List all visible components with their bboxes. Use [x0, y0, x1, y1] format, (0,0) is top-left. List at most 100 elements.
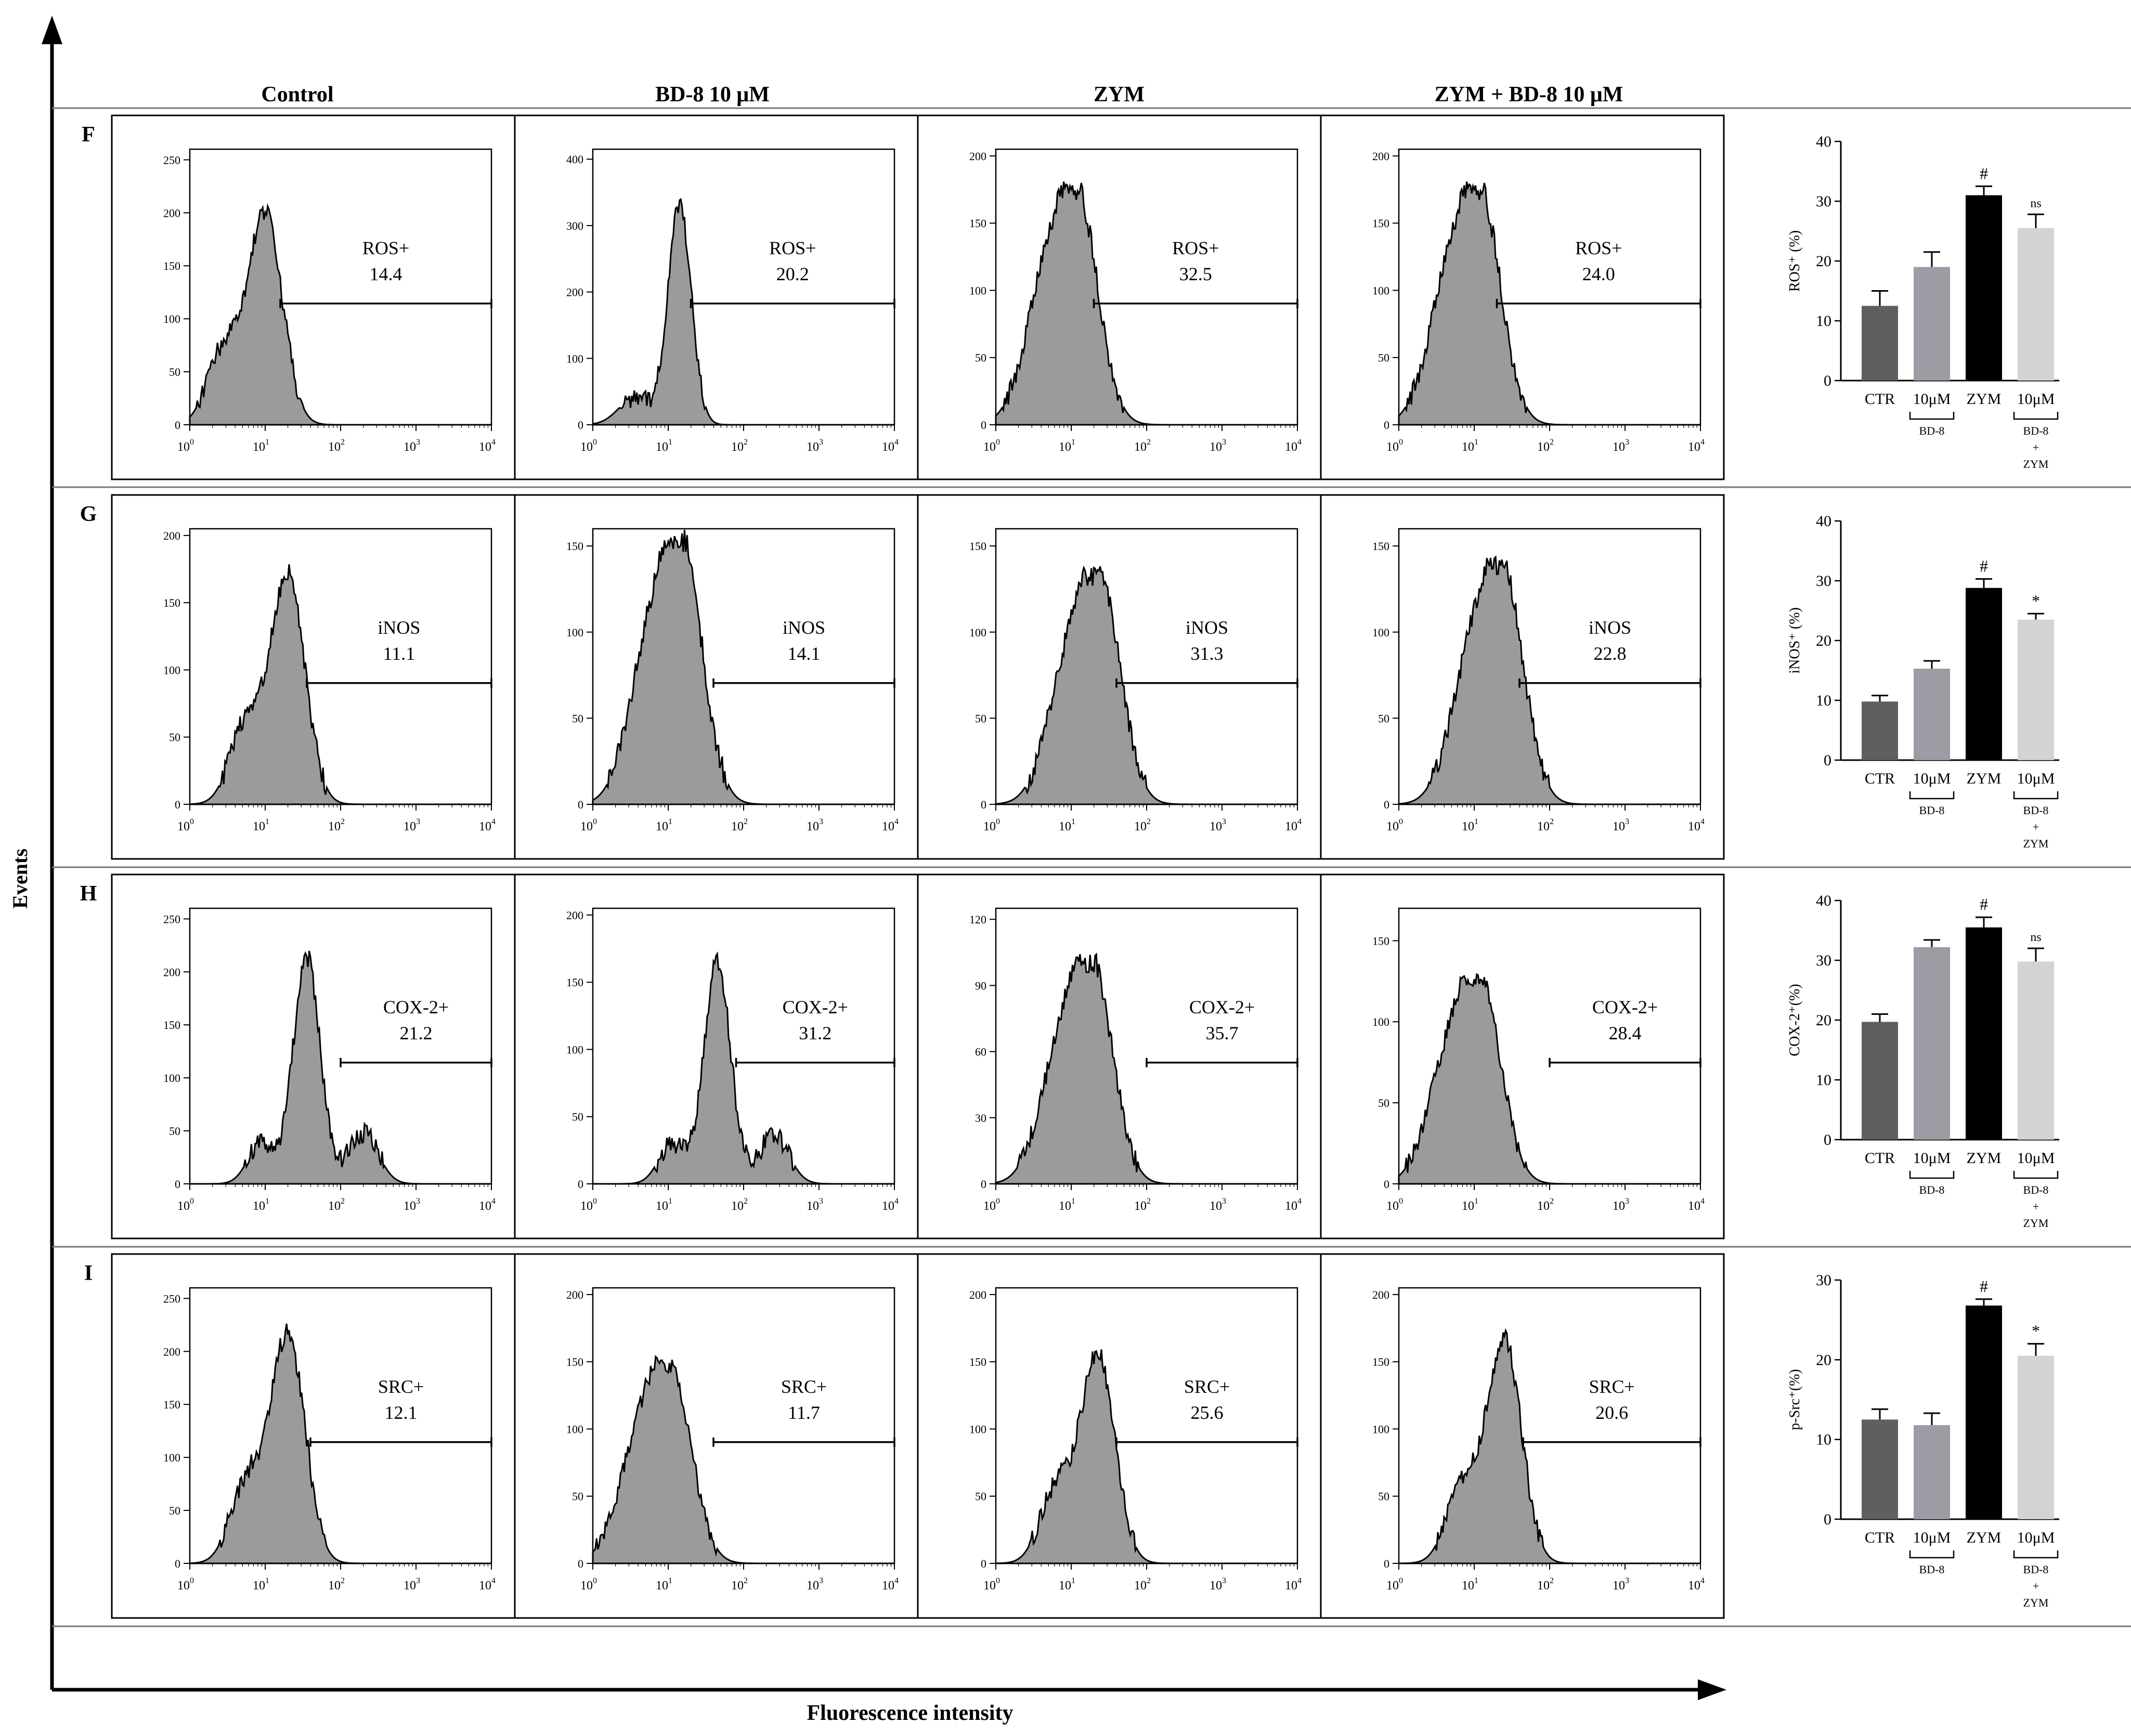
bar-y-tick-label: 10	[1816, 1072, 1831, 1089]
histogram-area	[995, 565, 1297, 805]
y-tick-label: 200	[163, 206, 180, 219]
y-tick-label: 100	[163, 312, 180, 325]
bar	[1914, 267, 1950, 381]
main-y-arrowhead	[42, 16, 62, 44]
bar-y-tick-label: 30	[1816, 193, 1831, 210]
bar-y-tick-label: 20	[1816, 632, 1831, 649]
x-tick-label: 101	[1059, 817, 1075, 833]
x-tick-label: 102	[731, 817, 748, 833]
x-tick-label: 102	[328, 1197, 345, 1213]
bar-y-tick-label: 10	[1816, 692, 1831, 709]
x-tick-label: 102	[1537, 1576, 1554, 1593]
x-tick-label: 103	[1210, 1197, 1226, 1213]
bar	[1862, 701, 1898, 760]
gate-label: iNOS	[378, 617, 420, 638]
x-tick-label: 103	[807, 1576, 823, 1593]
x-tick-label: 104	[882, 1576, 899, 1593]
histogram-G-1: 0 50 100 150 200 100 101 102 103 104 iNOS 11.1	[163, 528, 496, 833]
histogram-H-1: 0 50 100 150 200 250 100 101 102 103 104 COX-2+ 21.2	[163, 907, 496, 1213]
histogram-G-2: 0 50 100 150 100 101 102 103 104 iNOS 14.1	[566, 528, 899, 833]
y-tick-label: 100	[163, 1072, 180, 1085]
y-tick-label: 150	[163, 596, 180, 609]
x-tick-label: 100	[177, 1197, 194, 1213]
histogram-area	[1398, 1328, 1700, 1564]
x-tick-label: 103	[404, 1576, 420, 1593]
y-tick-label: 150	[1372, 217, 1389, 230]
histogram-area	[592, 1355, 894, 1564]
gate-value: 11.7	[788, 1402, 820, 1423]
group-label: BD-8	[1919, 1563, 1945, 1576]
bar-category-label: CTR	[1865, 770, 1895, 787]
bar-category-label: 10μM	[2017, 390, 2055, 408]
x-tick-label: 103	[807, 438, 823, 454]
gate-value: 22.8	[1594, 643, 1627, 664]
x-tick-label: 100	[983, 1576, 1000, 1593]
histogram-area	[189, 203, 491, 426]
y-tick-label: 100	[969, 626, 986, 639]
group-label: BD-8	[1919, 804, 1945, 817]
group-label: BD-8 + ZYM	[2023, 1563, 2049, 1609]
x-tick-label: 102	[328, 817, 345, 833]
y-tick-label: 250	[163, 1292, 180, 1305]
x-tick-label: 103	[1613, 1197, 1629, 1213]
histogram-plot-frame	[189, 907, 492, 1185]
x-tick-label: 100	[983, 1197, 1000, 1213]
histogram-I-2: 0 50 100 150 200 100 101 102 103 104 SRC+ 11.7	[566, 1287, 899, 1593]
x-tick-label: 103	[1210, 438, 1226, 454]
significance-mark: #	[1980, 895, 1988, 913]
histogram-area	[995, 952, 1297, 1185]
gate-value: 12.1	[385, 1402, 418, 1423]
y-tick-label: 0	[981, 419, 986, 432]
bar-y-label: COX-2⁺(%)	[1787, 984, 1803, 1056]
histogram-F-1: 0 50 100 150 200 250 100 101 102 103 104 ROS+ 14.4	[163, 148, 496, 454]
y-tick-label: 100	[163, 1451, 180, 1464]
bar-category-label: 10μM	[1913, 1150, 1951, 1167]
y-tick-label: 150	[566, 540, 583, 553]
y-tick-label: 50	[169, 1504, 180, 1517]
bar-category-label: ZYM	[1967, 390, 2002, 408]
gate-value: 20.6	[1595, 1402, 1628, 1423]
y-tick-label: 50	[572, 1490, 583, 1503]
x-tick-label: 101	[1462, 438, 1478, 454]
y-tick-label: 150	[969, 540, 986, 553]
x-tick-label: 101	[1059, 1576, 1075, 1593]
histogram-area	[592, 198, 894, 426]
y-tick-label: 200	[969, 1288, 986, 1301]
column-header-zym: ZYM	[1094, 83, 1145, 107]
x-tick-label: 103	[1613, 817, 1629, 833]
bar-category-label: 10μM	[2017, 1150, 2055, 1167]
y-tick-label: 150	[1372, 540, 1389, 553]
y-tick-label: 50	[169, 1125, 180, 1138]
gate-value: 25.6	[1191, 1402, 1224, 1423]
x-tick-label: 100	[177, 438, 194, 454]
bar-y-tick-label: 0	[1824, 752, 1831, 769]
y-tick-label: 50	[975, 1490, 986, 1503]
histogram-G-3: 0 50 100 150 100 101 102 103 104 iNOS 31.3	[969, 528, 1302, 833]
significance-mark: ns	[2030, 197, 2041, 210]
group-bracket	[1909, 791, 1955, 800]
significance-mark: #	[1980, 164, 1988, 182]
group-bracket	[2013, 412, 2059, 420]
histogram-H-4: 0 50 100 150 100 101 102 103 104 COX-2+ 28.4	[1372, 907, 1705, 1213]
significance-mark: *	[2032, 591, 2040, 610]
x-tick-label: 101	[656, 1576, 672, 1593]
x-tick-label: 104	[479, 1197, 496, 1213]
bar-y-tick-label: 40	[1816, 513, 1831, 530]
histogram-F-3: 0 50 100 150 200 100 101 102 103 104 ROS+ 32.5	[969, 148, 1302, 454]
x-tick-label: 100	[580, 438, 597, 454]
x-tick-label: 100	[177, 817, 194, 833]
bar-y-label: iNOS⁺ (%)	[1787, 607, 1803, 674]
bar	[1966, 588, 2002, 760]
y-tick-label: 0	[175, 1178, 180, 1191]
y-tick-label: 200	[969, 150, 986, 163]
y-tick-label: 250	[163, 153, 180, 166]
x-tick-label: 100	[983, 438, 1000, 454]
histogram-plot-frame	[592, 148, 895, 426]
x-tick-label: 104	[882, 1197, 899, 1213]
histogram-area	[190, 950, 491, 1185]
bar-category-label: 10μM	[2017, 1529, 2055, 1546]
